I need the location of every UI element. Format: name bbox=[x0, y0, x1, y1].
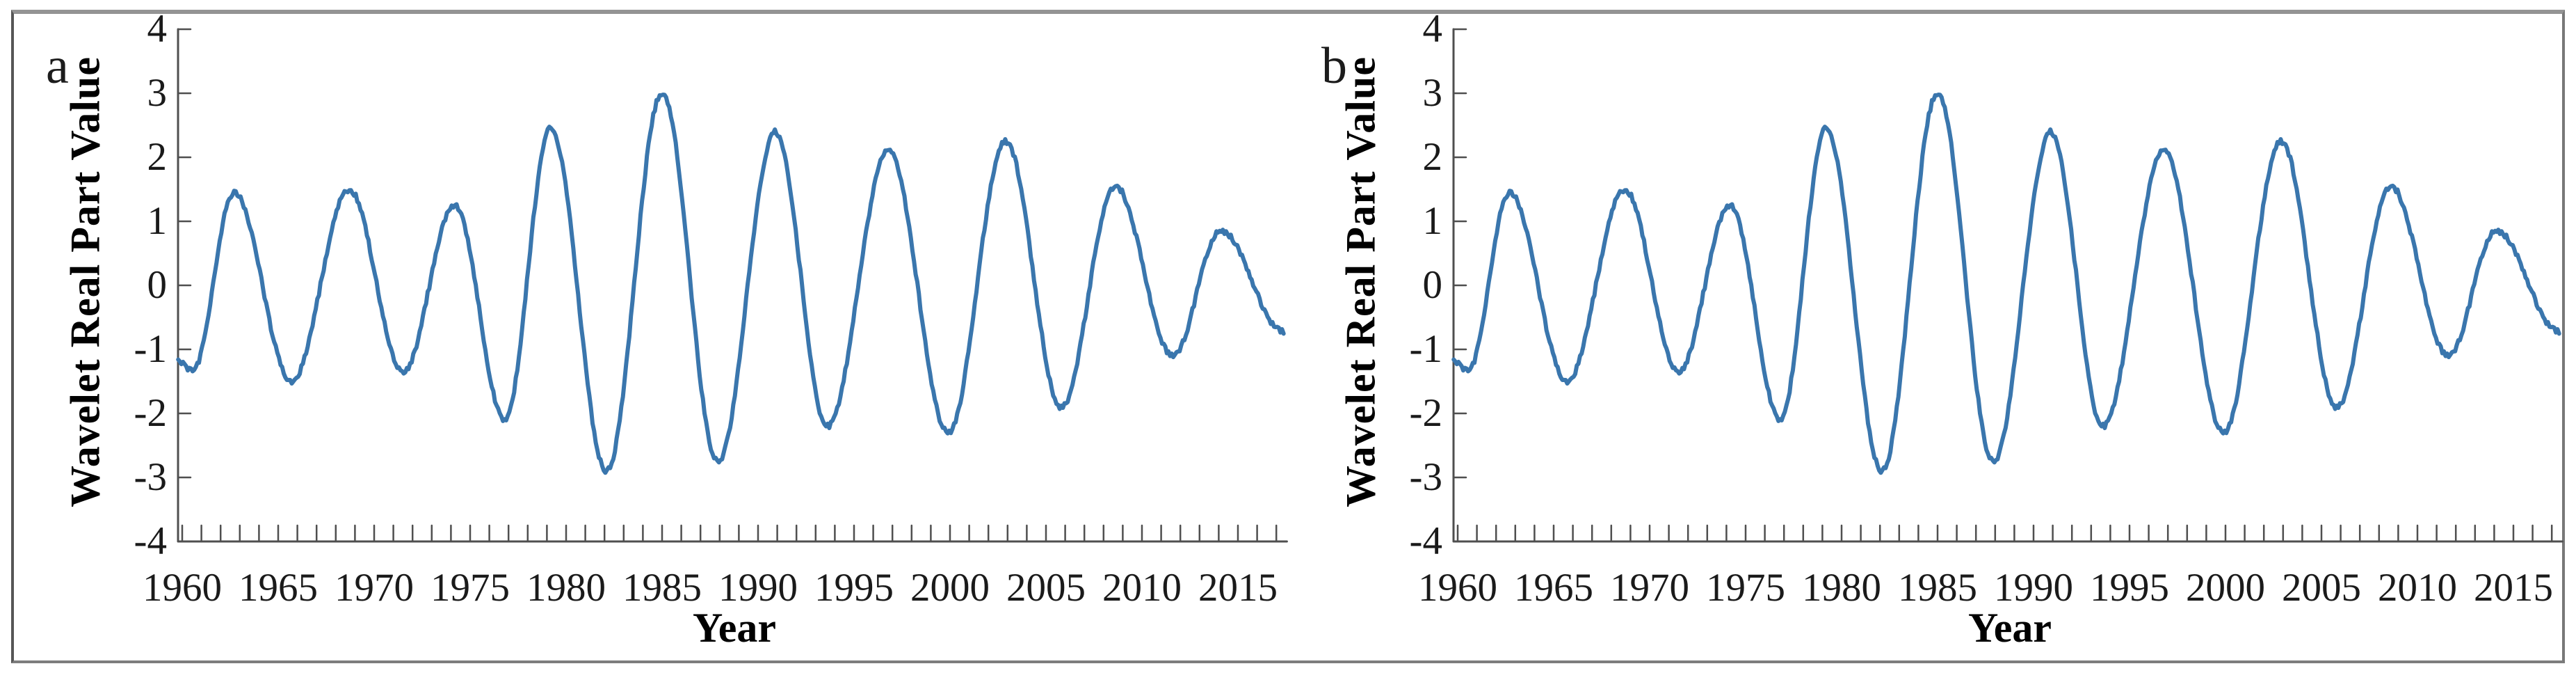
x-tick-label: 2000 bbox=[910, 566, 990, 610]
y-tick-label: -3 bbox=[134, 455, 167, 499]
x-axis-title: Year bbox=[693, 605, 776, 651]
x-tick-label: 1995 bbox=[814, 566, 894, 610]
x-tick-label: 1990 bbox=[718, 566, 798, 610]
x-tick-label: 1970 bbox=[1610, 566, 1689, 610]
y-tick-label: -2 bbox=[134, 391, 167, 435]
axis-ticks bbox=[177, 28, 1278, 543]
x-tick-label: 1980 bbox=[1802, 566, 1881, 610]
x-tick-label: 2005 bbox=[2282, 566, 2361, 610]
x-tick-label: 2015 bbox=[1198, 566, 1278, 610]
y-tick-label: 1 bbox=[147, 199, 168, 243]
series-line bbox=[1451, 93, 2561, 475]
x-tick-label: 1985 bbox=[1898, 566, 1977, 610]
x-tick-label: 1990 bbox=[1994, 566, 2073, 610]
y-tick-label: -1 bbox=[134, 327, 167, 371]
y-tick-label: -4 bbox=[1409, 519, 1442, 563]
x-tick-label: 1975 bbox=[1706, 566, 1785, 610]
x-tick-label: 2005 bbox=[1006, 566, 1086, 610]
y-tick-label: -4 bbox=[134, 519, 167, 563]
y-tick-label: 4 bbox=[147, 7, 168, 51]
y-tick-label: 2 bbox=[147, 135, 168, 179]
panel-b: b Wavelet Real Part Value Year 4 3 2 1 0 -1 -2… bbox=[1289, 7, 2565, 660]
x-tick-label: 2010 bbox=[1102, 566, 1182, 610]
y-tick-label: 2 bbox=[1422, 135, 1443, 179]
y-tick-label: 4 bbox=[1422, 7, 1443, 51]
x-tick-label: 1965 bbox=[1514, 566, 1593, 610]
y-tick-label: 1 bbox=[1422, 199, 1443, 243]
panel-a: a Wavelet Real Part Value Year 4 3 2 1 0 -1 -2… bbox=[14, 7, 1289, 660]
y-tick-label: 3 bbox=[1422, 71, 1443, 115]
x-axis-title: Year bbox=[1968, 605, 2052, 651]
y-tick-label: 3 bbox=[147, 71, 168, 115]
y-tick-label: 0 bbox=[1422, 263, 1443, 307]
x-tick-label: 1960 bbox=[1418, 566, 1497, 610]
axis-line bbox=[1452, 28, 2563, 543]
y-tick-label: -1 bbox=[1409, 327, 1442, 371]
x-tick-label: 2000 bbox=[2186, 566, 2265, 610]
axis-line bbox=[177, 28, 1288, 543]
x-tick-label: 1995 bbox=[2090, 566, 2169, 610]
x-tick-label: 1970 bbox=[335, 566, 414, 610]
x-tick-label: 1960 bbox=[143, 566, 222, 610]
x-tick-label: 1985 bbox=[622, 566, 702, 610]
y-tick-label: -2 bbox=[1409, 391, 1442, 435]
y-tick-label: -3 bbox=[1409, 455, 1442, 499]
panel-a-letter: a bbox=[46, 38, 69, 95]
series-line bbox=[176, 93, 1286, 475]
panel-b-letter: b bbox=[1321, 38, 1347, 95]
x-tick-label: 1975 bbox=[430, 566, 510, 610]
axis-ticks bbox=[1452, 28, 2553, 543]
y-tick-label: 0 bbox=[147, 263, 168, 307]
figure-frame: a Wavelet Real Part Value Year 4 3 2 1 0 -1 -2… bbox=[11, 7, 2565, 663]
x-tick-label: 2015 bbox=[2474, 566, 2553, 610]
x-tick-label: 1980 bbox=[526, 566, 606, 610]
x-tick-label: 2010 bbox=[2378, 566, 2457, 610]
plot-area bbox=[1451, 28, 2563, 543]
plot-area bbox=[176, 28, 1288, 543]
x-tick-label: 1965 bbox=[239, 566, 318, 610]
